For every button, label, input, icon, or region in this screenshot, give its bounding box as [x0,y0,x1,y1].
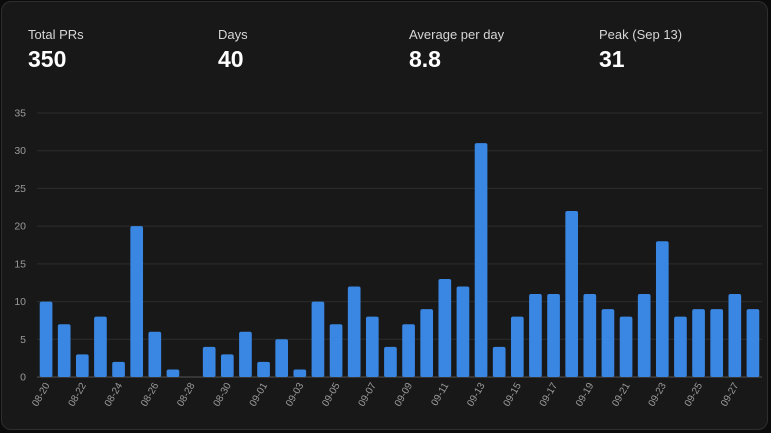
bar [547,294,560,377]
bar [601,309,615,377]
bar [746,309,760,377]
bar [565,211,579,377]
bar [130,226,144,377]
stat-average-per-day: Average per day 8.8 [409,27,504,73]
bar [710,309,724,377]
x-tick-label: 08-20 [30,381,53,409]
x-tick-label: 08-28 [175,381,198,409]
bar [257,361,270,377]
bar [674,316,687,377]
x-tick-label: 08-26 [139,381,162,409]
bar [365,316,379,377]
x-tick-label: 08-22 [67,381,90,409]
x-tick-label: 09-23 [647,381,670,409]
y-tick-label: 15 [14,258,26,270]
y-tick-label: 10 [14,296,26,308]
stat-label: Peak (Sep 13) [599,27,683,42]
x-tick-label: 09-19 [574,381,597,409]
bar [311,301,325,377]
x-tick-label: 09-07 [357,381,380,409]
stat-value: 40 [218,46,244,72]
bar [402,324,415,377]
x-tick-label: 09-21 [610,381,633,409]
bar [220,354,234,377]
bar [275,339,289,377]
bar [438,278,452,377]
x-tick-label: 08-30 [212,381,235,409]
bar [384,346,397,377]
bar [456,286,470,377]
x-tick-label: 09-25 [683,381,706,409]
stats-row: Total PRs 350 Days 40 Average per day 8.… [28,27,757,77]
bar [619,316,633,377]
bar [94,316,107,377]
x-tick-label: 09-11 [429,381,451,408]
bar [112,361,125,377]
x-tick-label: 09-03 [284,381,307,409]
bar [347,286,361,377]
stat-days: Days 40 [218,27,248,73]
bar [474,143,488,377]
bar [529,294,542,377]
y-tick-label: 20 [14,221,26,233]
bar [637,294,651,377]
y-tick-label: 30 [14,145,26,157]
stat-peak: Peak (Sep 13) 31 [599,27,682,73]
stat-label: Days [218,27,248,42]
stat-total-prs: Total PRs 350 [28,27,84,73]
x-tick-label: 09-27 [719,381,742,409]
bar [75,354,89,377]
bar [329,324,343,377]
bar [492,346,506,377]
bar [202,346,216,377]
y-tick-label: 5 [20,334,26,346]
bar [583,294,597,377]
x-tick-label: 09-05 [320,381,343,409]
y-tick-label: 35 [14,108,26,120]
stat-value: 8.8 [409,46,441,72]
x-tick-label: 09-17 [538,381,561,409]
y-tick-label: 25 [14,183,26,195]
bar [57,324,71,377]
bar [692,309,705,377]
y-tick-label: 0 [20,372,26,384]
bar [655,241,669,377]
stat-label: Total PRs [28,27,84,42]
x-tick-label: 08-24 [103,381,126,409]
bar [510,316,524,377]
stat-value: 350 [28,46,67,72]
bar [166,369,180,377]
x-tick-label: 09-09 [393,381,416,409]
x-tick-label: 09-01 [248,381,271,409]
bar [293,369,307,377]
bar [728,294,742,377]
x-tick-label: 09-13 [465,381,488,409]
stat-value: 31 [599,46,625,72]
x-tick-label: 09-15 [502,381,525,409]
stat-label: Average per day [409,27,505,42]
bar [39,301,53,377]
bar [239,331,252,377]
bar [148,331,162,377]
bar [420,309,434,377]
